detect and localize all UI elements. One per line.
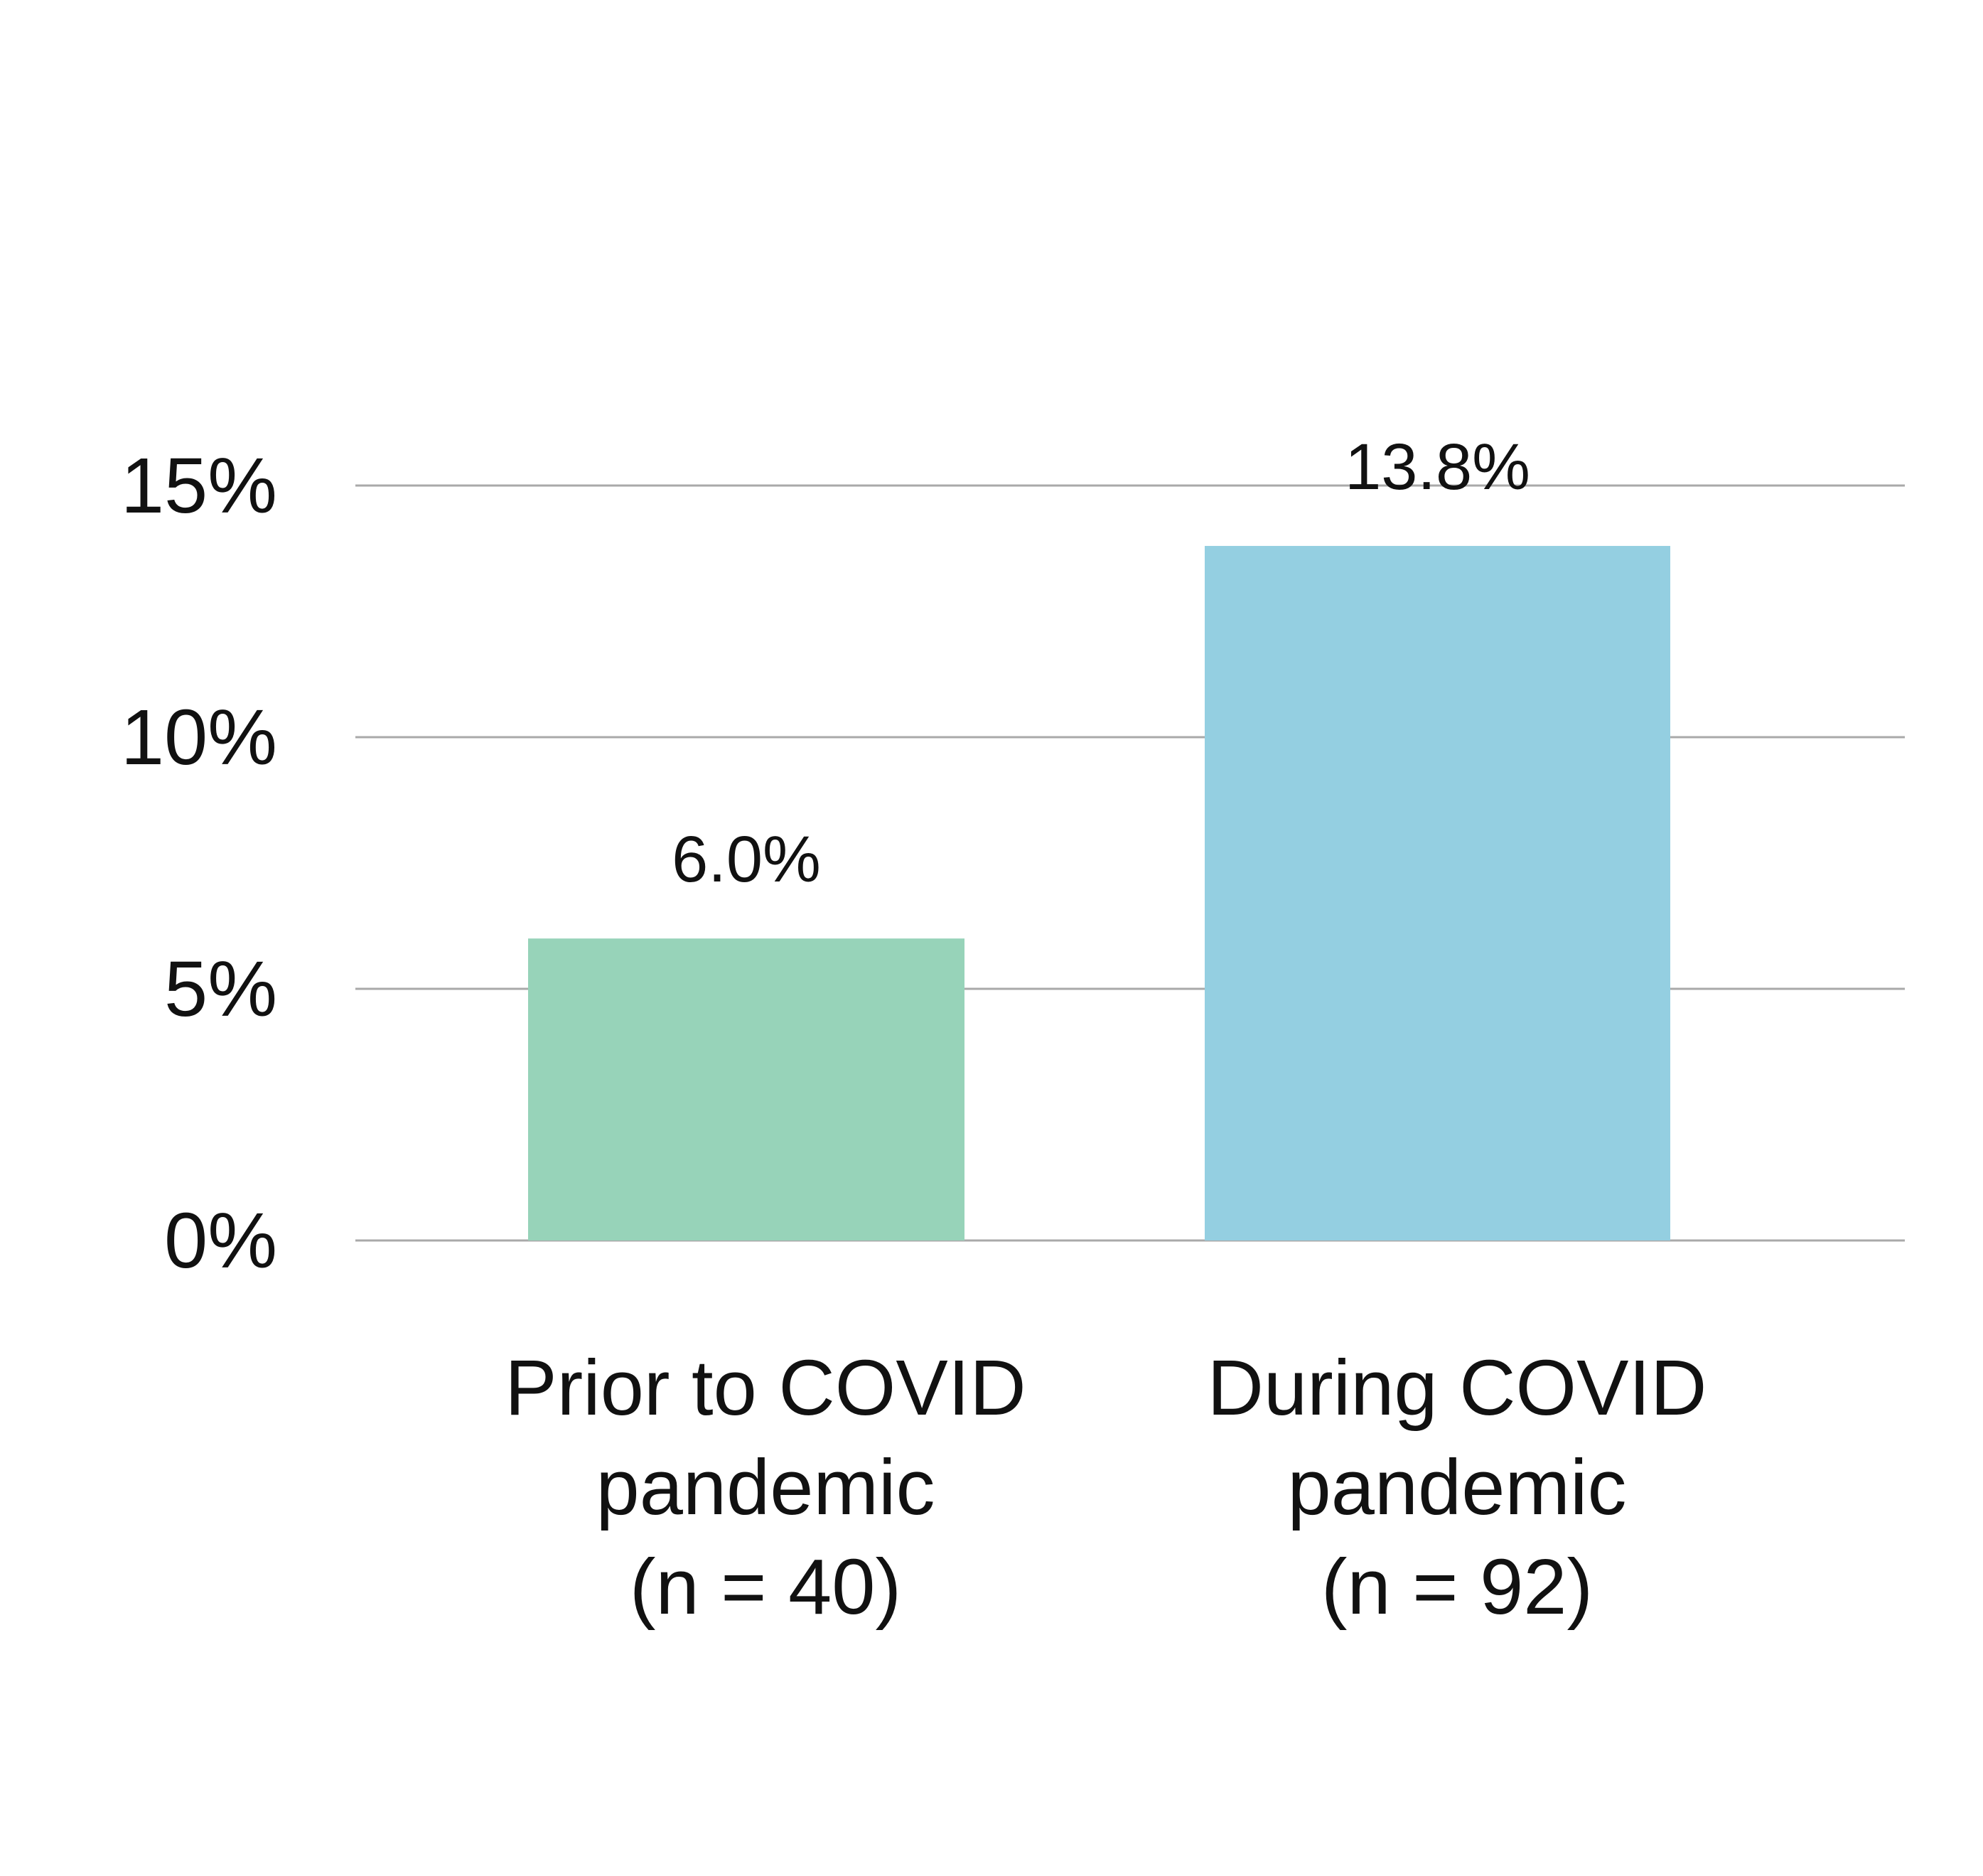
category-label: pandemic (1288, 1444, 1627, 1531)
category-label: pandemic (596, 1444, 935, 1531)
category-label: Prior to COVID (505, 1344, 1026, 1432)
bar (528, 938, 964, 1240)
data-label: 6.0% (672, 823, 821, 896)
y-tick-label: 0% (164, 1197, 277, 1285)
data-label: 13.8% (1345, 431, 1530, 503)
category-label: During COVID (1208, 1344, 1707, 1432)
y-tick-label: 10% (121, 694, 277, 781)
category-labels: Prior to COVID pandemic (n = 40) During COV… (505, 1344, 1707, 1631)
y-tick-label: 15% (121, 442, 277, 530)
y-tick-label: 5% (164, 945, 277, 1033)
y-axis-tick-labels: 0% 5% 10% 15% (121, 442, 277, 1285)
category-label: (n = 40) (630, 1543, 901, 1631)
bars (528, 545, 1670, 1240)
bar (1205, 545, 1670, 1240)
data-labels: 6.0% 13.8% (672, 431, 1530, 896)
category-label: (n = 92) (1321, 1543, 1593, 1631)
